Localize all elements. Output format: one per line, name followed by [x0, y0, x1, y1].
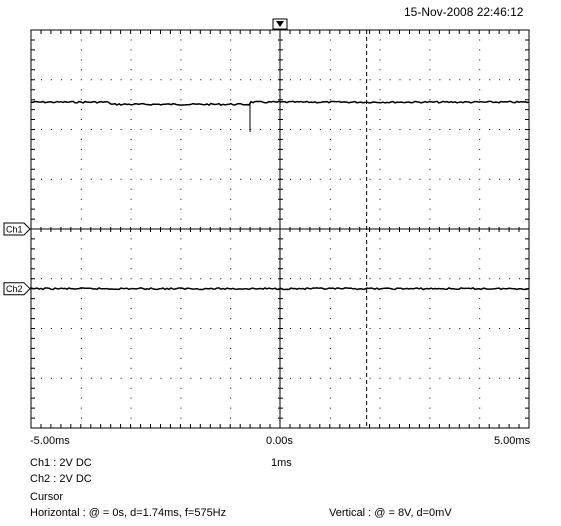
ch2-setting: Ch2 : 2V DC	[30, 473, 92, 485]
channel-marker-ch2: Ch2	[3, 282, 31, 296]
graticule	[30, 29, 530, 429]
cursor-title: Cursor	[30, 491, 64, 503]
x-axis-right-label: 5.00ms	[494, 435, 531, 447]
traces	[30, 100, 530, 291]
timebase-setting: 1ms	[271, 457, 292, 469]
x-axis-center-label: 0.00s	[266, 435, 293, 447]
channel-marker-label: Ch2	[6, 284, 23, 294]
markers: Ch1 Ch2	[3, 18, 368, 428]
cursor-horizontal-readout: Horizontal : @ = 0s, d=1.74ms, f=575Hz	[30, 507, 227, 519]
channel-marker-label: Ch1	[6, 225, 23, 235]
trigger-arrow	[276, 21, 284, 27]
channel-marker-shape	[3, 222, 31, 236]
axis-ticks	[30, 29, 530, 429]
channel-marker-shape	[3, 282, 31, 296]
trigger-arrow-icon	[272, 18, 288, 30]
trace-ch1	[30, 100, 530, 106]
trace-ch2	[30, 286, 530, 291]
x-axis-left-label: -5.00ms	[30, 435, 70, 447]
ch1-setting: Ch1 : 2V DC	[30, 457, 92, 469]
timestamp: 15-Nov-2008 22:46:12	[404, 5, 524, 19]
cursor-vertical-readout: Vertical : @ = 8V, d=0mV	[329, 507, 452, 519]
oscilloscope-screen[interactable]: Ch1 Ch2	[0, 0, 561, 460]
channel-marker-ch1: Ch1	[3, 222, 31, 236]
